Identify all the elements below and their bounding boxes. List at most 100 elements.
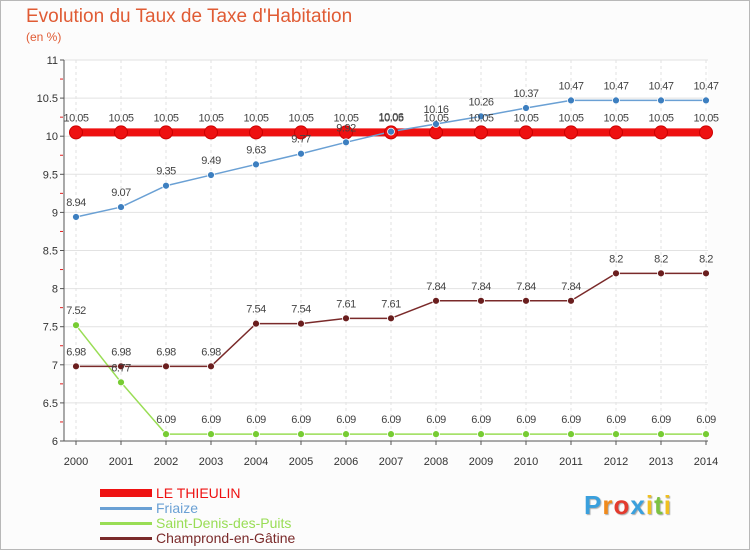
data-label: 10.47 [558, 80, 583, 92]
y-tick-label: 6 [52, 436, 58, 448]
x-tick-label: 2004 [244, 456, 268, 468]
data-label: 8.94 [66, 197, 86, 209]
legend-label: Champrond-en-Gâtine [156, 530, 296, 546]
line-chart: 6 6.5 7 7.5 8 8.5 9 9.5 10 10.5 11 2000 2001 2002 2003… [37, 55, 720, 468]
data-label: 10.05 [153, 112, 178, 124]
data-point [387, 430, 395, 439]
data-label: 10.05 [378, 112, 403, 124]
data-point [297, 149, 305, 158]
x-tick-label: 2011 [559, 456, 583, 468]
data-point [657, 96, 665, 105]
data-point [432, 120, 440, 128]
data-point [72, 321, 80, 330]
data-point [702, 96, 710, 105]
data-point [567, 96, 575, 105]
data-point [207, 362, 215, 371]
data-point [72, 213, 80, 221]
y-tick-label: 11 [47, 55, 58, 67]
data-label: 10.05 [693, 112, 718, 124]
data-label: 8.2 [654, 253, 668, 265]
data-label: 8.2 [609, 253, 623, 265]
legend-label: Friaize [156, 500, 199, 516]
data-point [702, 269, 710, 278]
data-label: 10.47 [648, 80, 673, 92]
y-tick-label: 7.5 [43, 322, 58, 334]
x-tick-label: 2000 [64, 456, 88, 468]
data-point [342, 314, 350, 323]
data-label: 9.35 [156, 166, 176, 178]
data-label: 6.77 [111, 362, 131, 374]
data-label: 7.52 [66, 305, 86, 317]
data-label: 9.63 [246, 144, 266, 156]
data-point [522, 104, 530, 112]
data-label: 6.09 [381, 414, 401, 426]
data-point [612, 269, 620, 278]
data-label: 6.09 [336, 414, 356, 426]
logo-letter: x [630, 490, 646, 520]
data-point [297, 319, 305, 328]
data-label: 6.09 [651, 414, 671, 426]
data-point [654, 125, 668, 140]
data-point [252, 160, 260, 169]
data-point [252, 319, 260, 328]
x-tick-label: 2007 [379, 456, 403, 468]
x-tick-label: 2014 [694, 456, 718, 468]
data-point [294, 125, 308, 140]
data-label: 9.77 [291, 134, 311, 146]
logo-letter: r [602, 490, 614, 520]
x-tick-label: 2008 [424, 456, 448, 468]
data-label: 10.06 [378, 112, 403, 124]
data-point [474, 125, 488, 140]
data-label: 7.84 [426, 281, 446, 293]
logo-letter: o [613, 490, 631, 520]
data-point [204, 125, 218, 140]
logo-letter: i [663, 490, 672, 520]
chart-title: Evolution du Taux de Taxe d'Habitation [26, 6, 353, 27]
data-point [432, 430, 440, 439]
data-point [387, 127, 395, 136]
y-tick-label: 9.5 [43, 169, 58, 181]
data-point [612, 430, 620, 439]
legend-label: Saint-Denis-des-Puits [156, 515, 292, 531]
data-label: 10.05 [243, 112, 268, 124]
data-label: 10.47 [693, 80, 718, 92]
x-tick-label: 2003 [199, 456, 223, 468]
data-point [657, 430, 665, 439]
data-label: 10.05 [558, 112, 583, 124]
data-point [69, 125, 83, 140]
x-tick-label: 2005 [289, 456, 313, 468]
data-label: 10.47 [603, 80, 628, 92]
data-point [114, 125, 128, 140]
data-label: 7.61 [381, 298, 401, 310]
data-point [72, 362, 80, 371]
data-label: 6.98 [111, 346, 131, 358]
data-label: 10.05 [333, 112, 358, 124]
data-point [207, 430, 215, 439]
x-tick-label: 2006 [334, 456, 358, 468]
data-point [117, 362, 125, 371]
data-point [609, 125, 623, 140]
legend-swatch [100, 537, 152, 540]
logo-letter: P [584, 490, 603, 520]
y-tick-label: 10.5 [37, 93, 58, 105]
y-tick-label: 6.5 [43, 398, 58, 410]
data-label: 6.09 [516, 414, 536, 426]
data-point [702, 430, 710, 439]
data-point [117, 203, 125, 211]
data-point [342, 138, 350, 147]
data-label: 8.2 [699, 253, 713, 265]
data-label: 6.09 [201, 414, 221, 426]
data-label: 7.84 [516, 281, 536, 293]
x-tick-label: 2009 [469, 456, 493, 468]
x-tick-label: 2010 [514, 456, 538, 468]
data-point [252, 430, 260, 439]
data-point [477, 112, 485, 121]
data-label: 6.09 [426, 414, 446, 426]
data-label: 6.09 [561, 414, 581, 426]
y-tick-label: 8 [52, 284, 58, 296]
data-point [117, 378, 125, 387]
data-label: 6.09 [606, 414, 626, 426]
data-label: 7.84 [471, 281, 491, 293]
data-label: 6.09 [696, 414, 716, 426]
y-tick-label: 8.5 [43, 246, 58, 258]
